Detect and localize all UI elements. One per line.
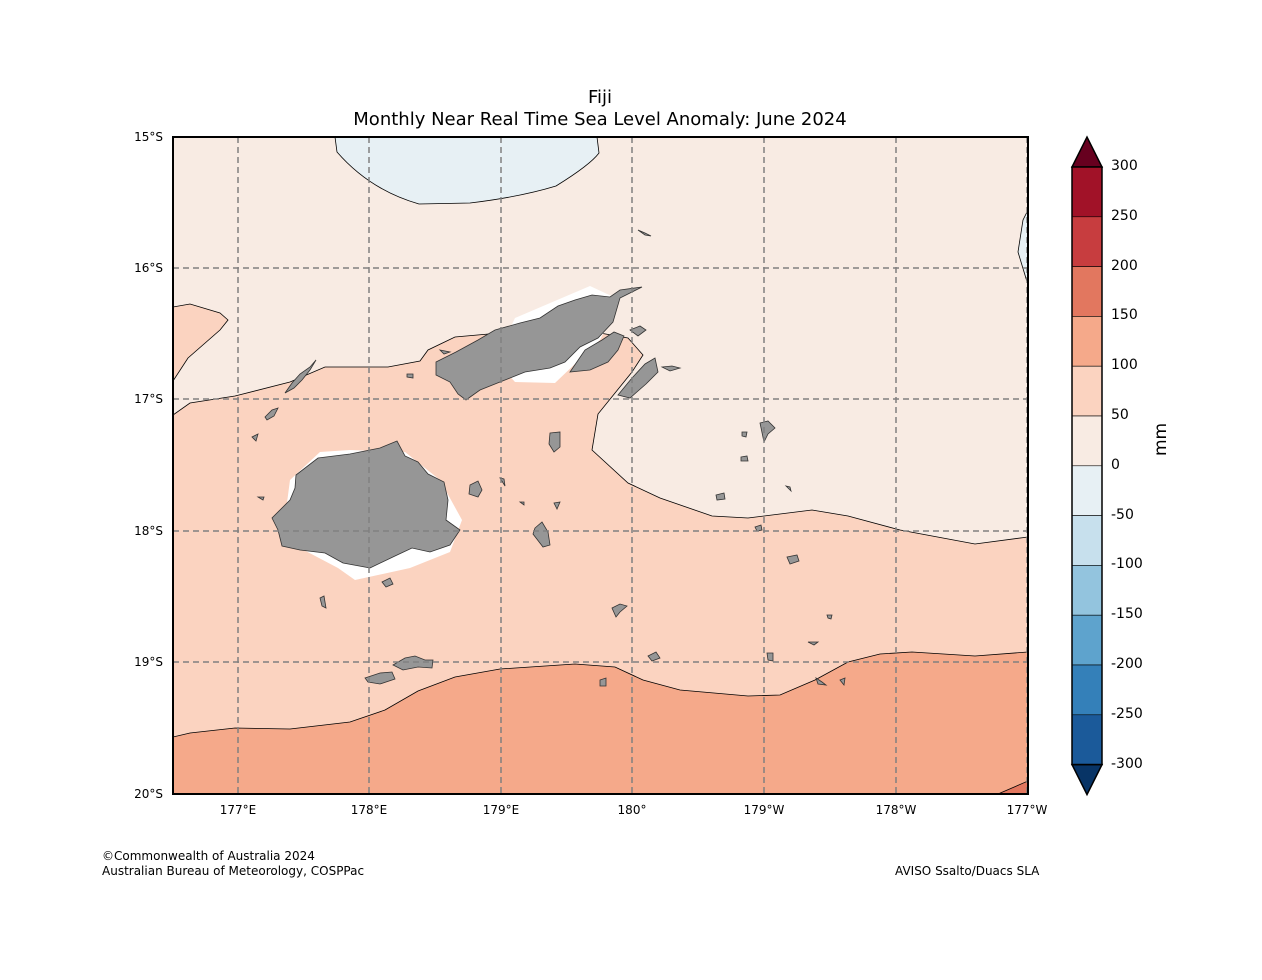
colorbar-tick-label: 300 bbox=[1111, 158, 1138, 174]
island-kadavu bbox=[392, 655, 434, 671]
credit-agency: Australian Bureau of Meteorology, COSPPa… bbox=[102, 864, 365, 878]
map-area bbox=[173, 137, 1028, 794]
credit-left: ©Commonwealth of Australia 2024 Australi… bbox=[102, 849, 364, 879]
colorbar-tick-label: 200 bbox=[1111, 257, 1138, 274]
island-small bbox=[637, 229, 652, 237]
credit-data-source: AVISO Ssalto/Duacs SLA bbox=[895, 864, 1040, 878]
island-small bbox=[740, 455, 749, 462]
lon-label: 177°W bbox=[1007, 803, 1048, 817]
lon-label: 180° bbox=[618, 803, 647, 817]
island-small bbox=[553, 501, 561, 510]
colorbar-swatch bbox=[1071, 266, 1103, 317]
island-small bbox=[839, 677, 846, 686]
anomaly-band-150-200 bbox=[997, 780, 1028, 794]
island-small bbox=[647, 651, 661, 662]
map-title: Fiji bbox=[587, 87, 613, 108]
island-small bbox=[319, 595, 327, 609]
island-small bbox=[438, 349, 452, 355]
island-small bbox=[599, 677, 607, 687]
lat-labels: 15°S 16°S 17°S 18°S 19°S 20°S bbox=[134, 130, 163, 801]
colorbar-tick-label: 250 bbox=[1111, 207, 1138, 224]
colorbar-swatch bbox=[1071, 714, 1103, 765]
island-viti-levu bbox=[271, 440, 461, 569]
island-beqa bbox=[381, 577, 394, 588]
island-small bbox=[786, 554, 800, 565]
lon-label: 179°W bbox=[744, 803, 785, 817]
lat-label: 19°S bbox=[134, 655, 163, 669]
island-lakeba bbox=[617, 357, 659, 399]
map-frame bbox=[172, 136, 1029, 795]
colorbar-frame bbox=[1071, 166, 1103, 766]
island-small bbox=[251, 433, 259, 442]
lon-labels: 177°E 178°E 179°E 180° 179°W 178°W 177°W bbox=[220, 803, 1048, 817]
colorbar bbox=[1070, 135, 1104, 797]
lat-label: 18°S bbox=[134, 524, 163, 538]
colorbar-swatch bbox=[1071, 415, 1103, 467]
colorbar-swatch bbox=[1071, 316, 1103, 367]
lat-label: 20°S bbox=[134, 787, 163, 801]
anomaly-band-50-100-west bbox=[173, 303, 229, 382]
island-yasawa-north bbox=[284, 359, 317, 394]
colorbar-tick-label: 100 bbox=[1111, 357, 1138, 374]
lat-label: 16°S bbox=[134, 261, 163, 275]
anomaly-band-100-150 bbox=[173, 651, 1028, 794]
island-yasawa bbox=[264, 407, 279, 421]
island-small bbox=[815, 677, 828, 686]
island-small bbox=[741, 431, 748, 438]
colorbar-tick-label: -300 bbox=[1111, 755, 1143, 772]
island-small bbox=[807, 641, 820, 646]
colorbar-tick-label: 0 bbox=[1111, 456, 1120, 473]
lon-label: 178°W bbox=[876, 803, 917, 817]
colorbar-swatch bbox=[1071, 365, 1103, 417]
lat-label: 15°S bbox=[134, 130, 163, 144]
colorbar-swatch bbox=[1071, 565, 1103, 616]
island-ovalau bbox=[468, 480, 483, 498]
gridlines bbox=[173, 137, 1028, 794]
lon-label: 179°E bbox=[483, 803, 520, 817]
island-small bbox=[611, 603, 628, 618]
island-small bbox=[660, 365, 682, 372]
colorbar-swatch bbox=[1071, 465, 1103, 516]
lon-label: 178°E bbox=[351, 803, 388, 817]
colorbar-tick-label: 50 bbox=[1111, 407, 1129, 423]
island-small bbox=[629, 325, 647, 337]
anomaly-band-neg50-0-east bbox=[1017, 209, 1028, 286]
island-small bbox=[256, 496, 265, 501]
map-subtitle: Monthly Near Real Time Sea Level Anomaly… bbox=[353, 109, 847, 130]
colorbar-swatch bbox=[1071, 216, 1103, 267]
colorbar-extend-min bbox=[1070, 763, 1104, 797]
colorbar-extend-max bbox=[1070, 135, 1104, 168]
island-small bbox=[518, 501, 525, 506]
colorbar-swatch bbox=[1071, 166, 1103, 218]
lat-label: 17°S bbox=[134, 392, 163, 406]
island-small bbox=[406, 373, 414, 379]
island-small bbox=[715, 492, 726, 501]
lon-label: 177°E bbox=[220, 803, 257, 817]
colorbar-swatch bbox=[1071, 664, 1103, 716]
colorbar-tick-label: -50 bbox=[1111, 506, 1134, 523]
island-taveuni bbox=[569, 331, 625, 373]
colorbar-tick-label: -250 bbox=[1111, 705, 1143, 722]
island-small bbox=[754, 524, 763, 532]
island-koro bbox=[548, 431, 561, 453]
colorbar-tick-label: -100 bbox=[1111, 556, 1143, 573]
island-small bbox=[766, 652, 774, 662]
credit-copyright: ©Commonwealth of Australia 2024 bbox=[102, 849, 315, 863]
island-gau bbox=[532, 521, 551, 548]
colorbar-tick-label: 150 bbox=[1111, 307, 1138, 324]
island-kadavu-west bbox=[364, 671, 396, 685]
colorbar-tick-label: -200 bbox=[1111, 656, 1143, 672]
island-small bbox=[784, 485, 792, 493]
colorbar-unit: mm bbox=[1151, 422, 1171, 456]
colorbar-swatch bbox=[1071, 614, 1103, 666]
island-small bbox=[826, 614, 833, 620]
colorbar-swatch bbox=[1071, 515, 1103, 566]
colorbar-tick-label: -150 bbox=[1111, 606, 1143, 623]
